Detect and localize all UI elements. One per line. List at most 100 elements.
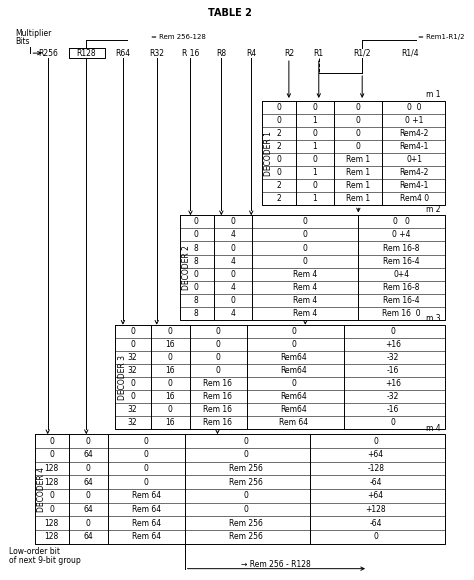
Text: 0: 0: [194, 282, 199, 292]
Text: 0: 0: [130, 392, 135, 401]
Text: Rem 4: Rem 4: [293, 296, 318, 304]
Text: +128: +128: [365, 505, 386, 514]
Text: 0: 0: [291, 340, 296, 349]
Text: 0: 0: [303, 230, 308, 240]
Text: 0: 0: [215, 353, 220, 362]
Text: 0: 0: [391, 418, 395, 427]
Text: +64: +64: [368, 491, 384, 501]
Text: +16: +16: [385, 379, 401, 388]
Text: 64: 64: [83, 478, 93, 487]
Text: 16: 16: [165, 392, 175, 401]
Text: 0: 0: [49, 491, 54, 501]
Text: Rem 16-8: Rem 16-8: [383, 282, 420, 292]
Text: 0: 0: [215, 340, 220, 349]
Text: 0: 0: [215, 327, 220, 336]
Text: 0: 0: [312, 103, 318, 112]
Text: 0: 0: [144, 464, 148, 473]
Text: R256: R256: [38, 49, 58, 57]
Text: R4: R4: [246, 49, 256, 57]
Text: 0: 0: [144, 450, 148, 459]
Text: of next 9-bit group: of next 9-bit group: [9, 556, 81, 565]
Text: Rem4-2: Rem4-2: [400, 168, 429, 177]
Text: 8: 8: [194, 309, 199, 318]
Text: 64: 64: [83, 505, 93, 514]
Text: 0+4: 0+4: [394, 270, 410, 278]
Text: 1: 1: [312, 116, 317, 125]
Text: 0: 0: [291, 379, 296, 388]
Text: Rem 1: Rem 1: [346, 194, 370, 204]
Text: m 2: m 2: [426, 205, 440, 214]
Text: 0: 0: [373, 532, 378, 542]
Text: 0: 0: [215, 366, 220, 375]
Text: 0: 0: [168, 379, 173, 388]
Text: 128: 128: [45, 519, 59, 528]
Text: 0: 0: [230, 296, 236, 304]
Text: Rem64: Rem64: [280, 353, 307, 362]
Text: R2: R2: [284, 49, 294, 57]
Text: 0 +4: 0 +4: [392, 230, 411, 240]
Text: 0: 0: [391, 327, 395, 336]
Text: 0: 0: [291, 327, 296, 336]
Text: 0: 0: [356, 142, 361, 151]
Text: 0: 0: [49, 450, 54, 459]
Text: 0: 0: [277, 103, 282, 112]
Text: Rem 4: Rem 4: [293, 282, 318, 292]
Text: m 1: m 1: [426, 90, 440, 99]
Text: 0: 0: [277, 168, 282, 177]
Text: 0: 0: [356, 116, 361, 125]
Text: 16: 16: [165, 340, 175, 349]
Text: 1: 1: [312, 194, 317, 204]
Text: Low-order bit: Low-order bit: [9, 548, 60, 556]
Text: 0: 0: [168, 327, 173, 336]
Text: 0: 0: [49, 505, 54, 514]
Text: Rem64: Rem64: [280, 392, 307, 401]
Text: -16: -16: [387, 405, 399, 414]
Text: 0: 0: [303, 244, 308, 252]
Text: TABLE 2: TABLE 2: [208, 8, 252, 19]
Text: = Rem1-R1/2: = Rem1-R1/2: [418, 34, 465, 40]
Text: 0  0: 0 0: [407, 103, 421, 112]
Text: Rem 1: Rem 1: [346, 182, 370, 190]
Text: Multiplier: Multiplier: [15, 29, 51, 38]
Text: 0: 0: [244, 505, 249, 514]
Text: Rem 64: Rem 64: [131, 505, 161, 514]
Text: 2: 2: [277, 182, 282, 190]
Text: = Rem 256-128: = Rem 256-128: [151, 34, 206, 40]
Text: 0: 0: [312, 129, 318, 138]
Text: 0: 0: [373, 437, 378, 445]
Text: R1/4: R1/4: [401, 49, 419, 57]
Text: 0: 0: [130, 379, 135, 388]
Text: Rem 64: Rem 64: [131, 491, 161, 501]
Text: 0: 0: [194, 270, 199, 278]
Text: 0: 0: [230, 270, 236, 278]
Text: 4: 4: [230, 309, 236, 318]
Text: Rem 16: Rem 16: [203, 405, 232, 414]
Text: 128: 128: [45, 478, 59, 487]
Text: 64: 64: [83, 532, 93, 542]
Text: 0: 0: [86, 437, 91, 445]
Text: 2: 2: [277, 142, 282, 151]
Text: +64: +64: [368, 450, 384, 459]
Text: 32: 32: [128, 366, 137, 375]
Text: 8: 8: [194, 256, 199, 266]
Text: 4: 4: [230, 230, 236, 240]
Text: 0: 0: [244, 450, 249, 459]
Text: DECODER 1: DECODER 1: [264, 130, 273, 176]
Text: Rem 64: Rem 64: [131, 532, 161, 542]
Text: Rem4-2: Rem4-2: [400, 129, 429, 138]
Text: 32: 32: [128, 353, 137, 362]
Text: Rem 256: Rem 256: [229, 532, 264, 542]
Text: Bits: Bits: [15, 37, 29, 46]
Text: R32: R32: [149, 49, 164, 57]
Text: 0   0: 0 0: [393, 218, 410, 226]
Text: 0: 0: [230, 218, 236, 226]
Text: -64: -64: [369, 478, 382, 487]
Text: Rem 16-8: Rem 16-8: [383, 244, 420, 252]
Text: Rem4-1: Rem4-1: [400, 142, 429, 151]
Text: 16: 16: [165, 366, 175, 375]
Text: 0: 0: [194, 230, 199, 240]
Text: 8: 8: [194, 296, 199, 304]
Text: Rem 16: Rem 16: [203, 379, 232, 388]
Text: 0: 0: [303, 218, 308, 226]
Text: Rem64: Rem64: [280, 366, 307, 375]
